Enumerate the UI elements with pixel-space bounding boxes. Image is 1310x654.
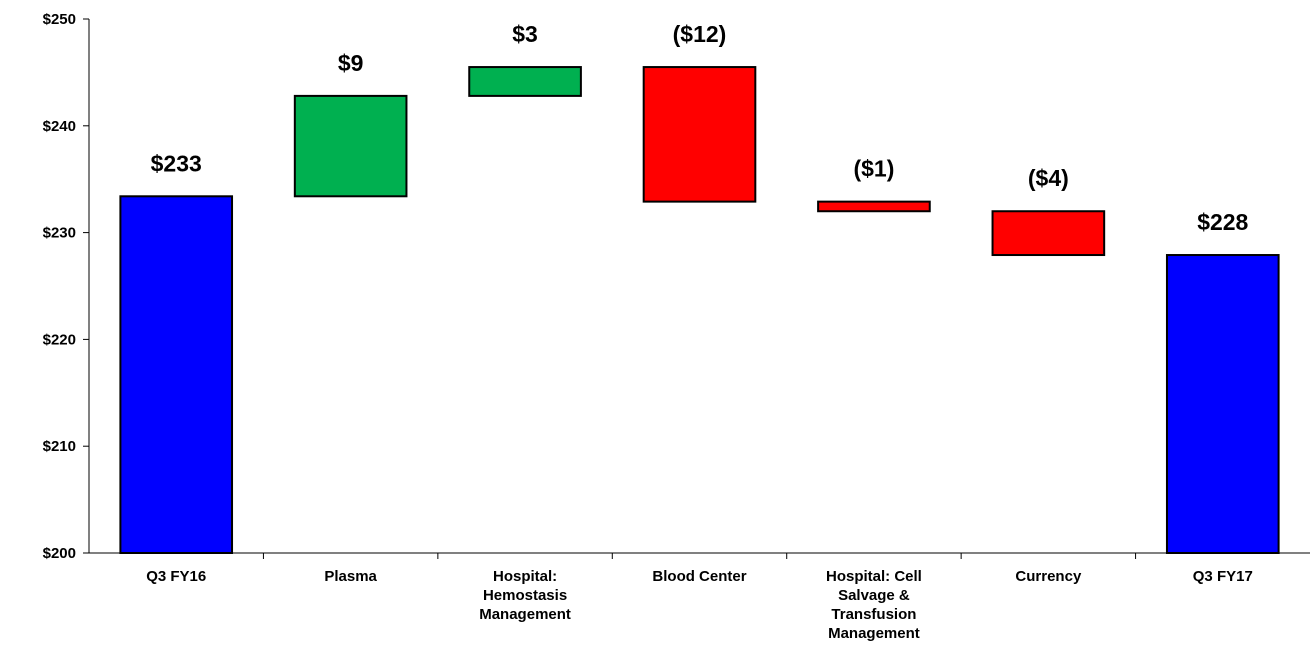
- bar-decrease: [642, 66, 757, 203]
- category-label-line: Hospital: Cell: [826, 568, 922, 585]
- category-label: Hospital: Cell Salvage & Transfusion Manage…: [826, 568, 922, 642]
- category-label: Q3 FY16: [146, 568, 206, 585]
- category-label: Currency: [1015, 568, 1082, 585]
- category-label-line: Salvage &: [838, 587, 910, 604]
- category-label-line: Hemostasis: [483, 587, 567, 604]
- data-label: ($4): [1028, 165, 1069, 191]
- category-label-line: Hospital:: [493, 568, 557, 585]
- bar-total: [1165, 254, 1280, 554]
- y-tick-label: $230: [43, 225, 76, 242]
- bar-increase: [293, 94, 408, 198]
- y-tick-label: $210: [43, 438, 76, 455]
- data-label: $9: [338, 50, 364, 76]
- data-label: ($1): [853, 156, 894, 182]
- chart-labels: $233 Q3 FY16 $9 Plasma $3 Hospital: Hemostasis…: [146, 21, 1253, 642]
- data-label: $3: [512, 21, 538, 47]
- bar-total: [119, 195, 234, 554]
- bar-decrease: [817, 200, 931, 213]
- bar-increase: [468, 66, 582, 97]
- category-label: Q3 FY17: [1193, 568, 1253, 585]
- y-tick-label: $240: [43, 118, 76, 135]
- chart-axes: $200 $210 $220 $230 $240 $250: [43, 11, 1310, 562]
- y-tick-label: $200: [43, 545, 76, 562]
- category-label-line: Q3 FY17: [1193, 568, 1253, 585]
- category-label: Plasma: [324, 568, 377, 585]
- y-tick-label: $220: [43, 331, 76, 348]
- category-label-line: Plasma: [324, 568, 377, 585]
- chart-bars: [119, 66, 1280, 554]
- category-label-line: Q3 FY16: [146, 568, 206, 585]
- y-tick-label: $250: [43, 11, 76, 28]
- data-label: ($12): [673, 21, 727, 47]
- category-label: Blood Center: [652, 568, 746, 585]
- category-label-line: Transfusion: [831, 606, 916, 623]
- bar-decrease: [991, 210, 1106, 257]
- category-label-line: Management: [479, 606, 571, 623]
- data-label: $233: [151, 150, 202, 176]
- data-label: $228: [1197, 209, 1248, 235]
- category-label-line: Management: [828, 625, 920, 642]
- category-label-line: Blood Center: [652, 568, 746, 585]
- category-label: Hospital: Hemostasis Management: [479, 568, 571, 623]
- category-label-line: Currency: [1015, 568, 1082, 585]
